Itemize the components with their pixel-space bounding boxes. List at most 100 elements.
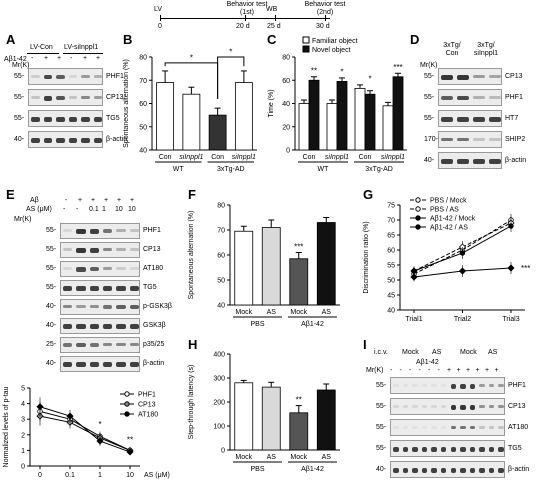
sig-star: ***	[393, 63, 402, 72]
blot-band	[498, 467, 504, 473]
category-label: siInppl1	[325, 154, 349, 161]
blot-band	[489, 158, 501, 164]
legend-label: Familiar object	[312, 38, 358, 45]
blot-band	[393, 467, 399, 473]
blot-band	[469, 425, 476, 430]
blot-band	[81, 137, 90, 143]
blot-band	[76, 362, 86, 368]
blot-band	[103, 248, 113, 251]
treat-label: AS	[432, 349, 442, 356]
abeta-label: Aβ1-42	[416, 359, 439, 366]
blot-band	[63, 286, 73, 292]
dose: 10	[128, 206, 136, 213]
chart-f: 40 50 60 70 80 Spontaneous alternation (%) Moc…	[188, 203, 340, 328]
category-label: Con	[159, 154, 172, 161]
blot-strip	[60, 223, 140, 239]
mw-label: 40-	[376, 465, 387, 473]
blot-band	[31, 95, 40, 99]
blot-band	[431, 446, 437, 452]
marker-label: AT180	[508, 423, 529, 431]
bar	[182, 93, 201, 151]
blot-band	[402, 383, 409, 387]
marker-label: β-actin	[505, 156, 527, 164]
category-label: Mock	[235, 454, 252, 461]
blot-panel-d: 3xTg/ Con 3xTg/ siInppl1 Mr(K) CP13 55- PH…	[408, 40, 538, 190]
blot-band	[441, 74, 453, 80]
sign: -	[31, 55, 34, 62]
series-line	[39, 415, 131, 451]
chart-c: 0 20 40 60 80 Time (%) Con siInppl1 Con siInppl1 W…	[268, 36, 407, 173]
blot-strip	[60, 337, 140, 353]
blot-band	[76, 286, 86, 292]
chart-b: 40 50 60 70 80 Spontaneous alternation (%) Con…	[123, 48, 257, 173]
blot-band	[431, 467, 437, 473]
blot-band	[76, 248, 86, 254]
marker-label: TG5	[106, 114, 120, 122]
blot-band	[421, 425, 428, 429]
blot-band	[431, 425, 437, 429]
blot-band	[489, 116, 501, 122]
mr-label: Mr(K)	[12, 62, 30, 69]
data-point	[459, 250, 466, 256]
y-tick-label: 3	[21, 417, 25, 424]
y-tick-label: 40	[387, 308, 395, 315]
marker-label: TG5	[508, 444, 522, 452]
blot-band	[76, 343, 86, 348]
blot-band	[473, 116, 485, 122]
y-tick-label: 0	[21, 464, 25, 471]
blot-band	[63, 305, 73, 308]
timeline-label: Behavior test (2nd)	[304, 1, 346, 16]
dose: -	[63, 206, 66, 213]
mw-label: 40-	[424, 156, 435, 164]
marker-label: CP13	[505, 72, 523, 80]
sig-star: **	[296, 396, 302, 405]
blot-band	[89, 248, 99, 254]
category-label: Mock	[235, 309, 252, 316]
sign: +	[117, 197, 122, 204]
blot-band	[68, 74, 77, 78]
blot-band	[450, 404, 457, 410]
blot-band	[89, 362, 99, 368]
marker-label: β-actin	[106, 135, 128, 143]
mw-label: 25-	[46, 341, 57, 348]
blot-band	[473, 158, 485, 164]
bar	[382, 105, 394, 151]
sig-star: *	[229, 48, 232, 57]
bar	[308, 79, 320, 151]
x-tick-label: Trial3	[502, 316, 519, 323]
data-point	[507, 264, 515, 272]
group-label: Aβ1-42	[301, 466, 324, 473]
mw-label: 55-	[424, 72, 435, 80]
blot-band	[103, 362, 113, 368]
y-tick-label: 60	[387, 248, 395, 255]
blot-strip	[390, 419, 505, 436]
blot-band	[412, 467, 418, 473]
bar	[234, 82, 253, 151]
blot-band	[68, 116, 77, 122]
y-tick-label: 300	[213, 376, 225, 383]
mw-label: 55-	[424, 93, 435, 101]
blot-band	[431, 404, 437, 408]
blot-band	[43, 116, 52, 122]
blot-band	[103, 267, 113, 270]
group-label: PBS	[250, 466, 264, 473]
blot-band	[440, 467, 447, 473]
marker-label: HT7	[505, 114, 519, 122]
y-tick-label: 40	[217, 303, 225, 310]
marker-label: CP13	[508, 402, 526, 410]
y-tick-label: 0	[286, 148, 290, 155]
data-point	[66, 418, 74, 426]
blot-band	[469, 404, 476, 410]
mw-label: 40-	[46, 360, 57, 367]
blot-band	[460, 404, 466, 410]
category-label: siInppl1	[179, 154, 203, 161]
sig-star: *	[190, 53, 193, 62]
blot-band	[43, 137, 52, 143]
x-tick-label: 0.1	[65, 472, 75, 479]
y-tick-label: 50	[217, 278, 225, 285]
blot-band	[93, 95, 102, 99]
blot-band	[103, 343, 113, 346]
y-axis-label: Spontaneous alternation (%)	[123, 59, 130, 148]
panel-label-f: F	[188, 187, 196, 202]
panel-label-c: C	[267, 32, 277, 47]
